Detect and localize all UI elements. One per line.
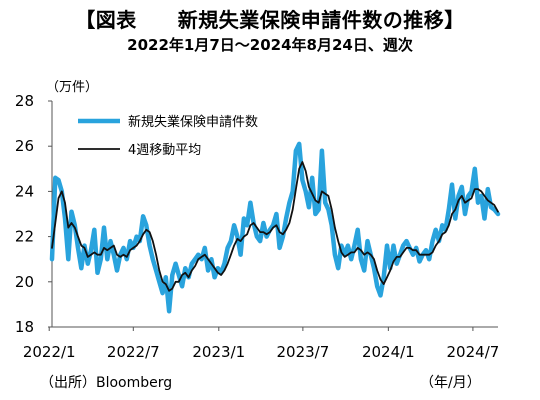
chart-title: 【図表 新規失業保険申請件数の推移】: [75, 8, 465, 32]
series-layer: [49, 141, 501, 314]
x-tick-label: 2022/1: [23, 343, 76, 361]
legend-label: 4週移動平均: [128, 143, 201, 158]
x-tick-label: 2023/7: [276, 343, 329, 361]
y-tick-label: 28: [15, 92, 34, 110]
y-tick-label: 24: [15, 182, 34, 200]
x-tick-label: 2024/1: [362, 343, 415, 361]
chart-subtitle: 2022年1月7日～2024年8月24日、週次: [127, 36, 413, 54]
series-4week-average: [51, 161, 499, 292]
y-tick-label: 22: [15, 228, 34, 246]
series-weekly-claims: [49, 141, 501, 314]
y-tick-label: 18: [15, 318, 34, 336]
legend: 新規失業保険申請件数 4週移動平均: [78, 114, 258, 158]
y-axis-unit-label: （万件）: [46, 80, 99, 95]
y-tick-label: 26: [15, 137, 34, 155]
axes: 18 20 22 24 26 28 2022/1 2022/7 2023/1 2023/7 2024…: [15, 92, 499, 361]
x-tick-label: 2024/7: [447, 343, 500, 361]
x-tick-label: 2022/7: [107, 343, 160, 361]
x-axis-unit-label: （年/月）: [420, 375, 481, 391]
legend-label: 新規失業保険申請件数: [128, 114, 258, 130]
y-tick-label: 20: [15, 273, 34, 291]
x-tick-label: 2023/1: [192, 343, 245, 361]
source-note: （出所）Bloomberg: [40, 375, 173, 391]
